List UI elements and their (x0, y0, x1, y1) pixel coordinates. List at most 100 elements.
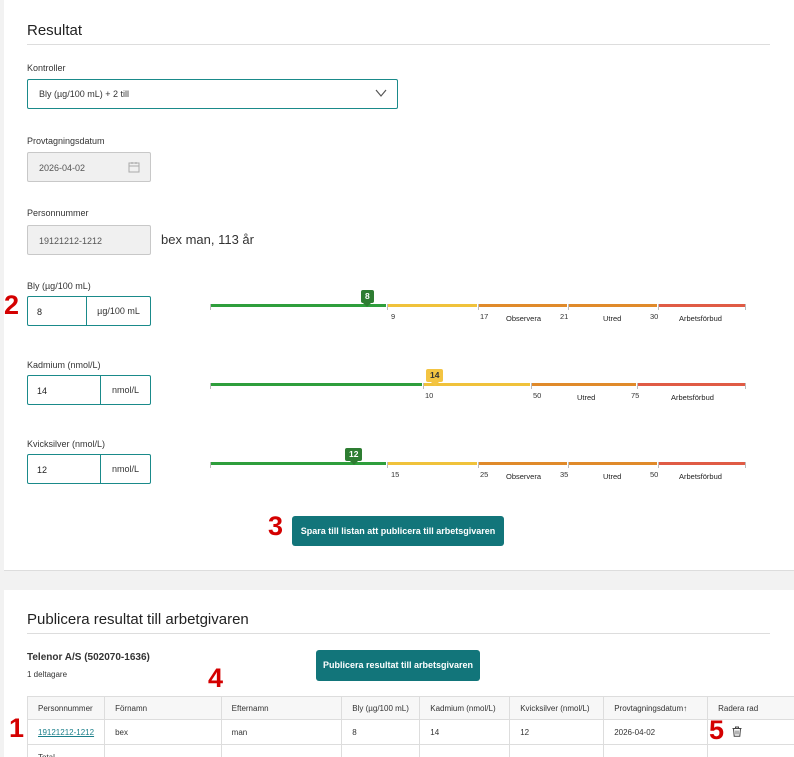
zone-label: Observera (506, 472, 542, 481)
annotation-5: 5 (709, 715, 725, 745)
tick-label: 35 (560, 470, 569, 479)
tick-label: 17 (480, 312, 489, 321)
date-field: 2026-04-02 (27, 152, 151, 182)
cell-delete (707, 719, 794, 745)
pnr-value: 19121212-1212 (39, 236, 103, 246)
person-info: bex man, 113 år (161, 232, 254, 247)
table-total-row: Total (26, 744, 794, 757)
scale-green (210, 383, 422, 386)
annotation-4: 4 (208, 663, 224, 693)
mercury-unit: nmol/L (100, 455, 150, 483)
scale-yellow (388, 304, 477, 307)
date-label: Provtagningsdatum (27, 136, 105, 146)
results-table: Personnummer Förnamn Efternamn Bly (µg/1… (26, 696, 794, 757)
scale-orange (479, 304, 567, 307)
tick-label: 50 (650, 470, 659, 479)
tick-label: 9 (391, 312, 396, 321)
value-marker: 14 (426, 369, 444, 386)
col-header[interactable]: Efternamn (220, 696, 343, 720)
scale-yellow (424, 383, 530, 386)
mercury-value: 12 (37, 465, 48, 475)
scale-red (659, 304, 746, 307)
total-label: Total (26, 744, 106, 757)
pnr-label: Personnummer (27, 208, 89, 218)
cell-mercury: 12 (509, 719, 605, 745)
scale-orange-2 (569, 462, 657, 465)
trash-icon[interactable] (732, 726, 742, 737)
lead-label: Bly (µg/100 mL) (27, 281, 91, 291)
chevron-down-icon (375, 89, 387, 97)
zone-label: Arbetsförbud (679, 314, 722, 323)
cell-firstname: bex (104, 719, 222, 745)
tick-label: 21 (560, 312, 569, 321)
controls-select-value: Bly (µg/100 mL) + 2 till (39, 89, 129, 99)
cell-lead: 8 (341, 719, 421, 745)
value-marker: 12 (345, 448, 363, 465)
zone-label: Utred (603, 314, 622, 323)
scale-orange (532, 383, 636, 386)
zone-label: Utred (577, 393, 596, 402)
publish-title: Publicera resultat till arbetgivaren (27, 611, 249, 628)
divider (27, 44, 770, 45)
publish-card: Publicera resultat till arbetgivaren Tel… (4, 590, 794, 757)
value-marker: 8 (361, 290, 374, 307)
tick-label: 10 (425, 391, 434, 400)
table-header: Personnummer Förnamn Efternamn Bly (µg/1… (26, 696, 794, 720)
cadmium-label: Kadmium (nmol/L) (27, 360, 101, 370)
col-header[interactable]: Kvicksilver (nmol/L) (509, 696, 605, 720)
tick-label: 25 (480, 470, 489, 479)
participant-count: 1 deltagare (27, 670, 68, 679)
controls-select[interactable]: Bly (µg/100 mL) + 2 till (27, 79, 398, 109)
zone-label: Utred (603, 472, 622, 481)
cadmium-unit: nmol/L (100, 376, 150, 404)
annotation-3: 3 (268, 511, 284, 541)
annotation-1: 1 (9, 713, 25, 743)
col-header[interactable]: Bly (µg/100 mL) (341, 696, 421, 720)
sort-asc-icon: ↑ (683, 703, 688, 713)
col-header-label: Provtagningsdatum (614, 703, 684, 713)
cell-pnr[interactable]: 19121212-1212 (26, 719, 106, 745)
scale-yellow (388, 462, 477, 465)
col-header-sorted[interactable]: Provtagningsdatum↑ (603, 696, 709, 720)
table-row: 19121212-1212 bex man 8 14 12 2026-04-02 (26, 719, 794, 745)
zone-label: Arbetsförbud (679, 472, 722, 481)
lead-value: 8 (37, 307, 43, 317)
tick-label: 15 (391, 470, 400, 479)
save-to-list-button[interactable]: Spara till listan att publicera till arb… (292, 516, 504, 546)
lead-input[interactable]: 8 µg/100 mL (27, 296, 151, 326)
result-title: Resultat (27, 22, 83, 39)
scale-orange (479, 462, 567, 465)
divider (27, 633, 770, 634)
tick-label: 75 (631, 391, 640, 400)
scale-red (638, 383, 746, 386)
pnr-field: 19121212-1212 (27, 225, 151, 255)
tick-label: 30 (650, 312, 659, 321)
cadmium-input[interactable]: 14 nmol/L (27, 375, 151, 405)
col-header[interactable]: Personnummer (26, 696, 106, 720)
scale-green (210, 462, 386, 465)
scale-green (210, 304, 386, 307)
calendar-icon (128, 162, 140, 173)
publish-results-button[interactable]: Publicera resultat till arbetsgivaren (316, 650, 480, 681)
mercury-scale: 15 25 35 50 Observera Utred Arbetsförbud… (210, 448, 746, 488)
controls-label: Kontroller (27, 63, 66, 73)
zone-label: Arbetsförbud (671, 393, 714, 402)
cadmium-scale: 10 50 75 Utred Arbetsförbud 14 (210, 369, 746, 409)
scale-red (659, 462, 746, 465)
lead-scale: 9 17 21 30 Observera Utred Arbetsförbud … (210, 290, 746, 330)
result-card: Resultat Kontroller Bly (µg/100 mL) + 2 … (4, 0, 794, 571)
col-header[interactable]: Förnamn (104, 696, 222, 720)
mercury-label: Kvicksilver (nmol/L) (27, 439, 106, 449)
cell-cadmium: 14 (419, 719, 511, 745)
col-header[interactable]: Kadmium (nmol/L) (419, 696, 511, 720)
mercury-input[interactable]: 12 nmol/L (27, 454, 151, 484)
cadmium-value: 14 (37, 386, 48, 396)
cell-lastname: man (220, 719, 343, 745)
annotation-2: 2 (4, 290, 20, 320)
date-value: 2026-04-02 (39, 163, 86, 173)
scale-orange-2 (569, 304, 657, 307)
pnr-link[interactable]: 19121212-1212 (38, 727, 95, 737)
lead-unit: µg/100 mL (86, 297, 150, 325)
cell-date: 2026-04-02 (603, 719, 709, 745)
tick-label: 50 (533, 391, 542, 400)
